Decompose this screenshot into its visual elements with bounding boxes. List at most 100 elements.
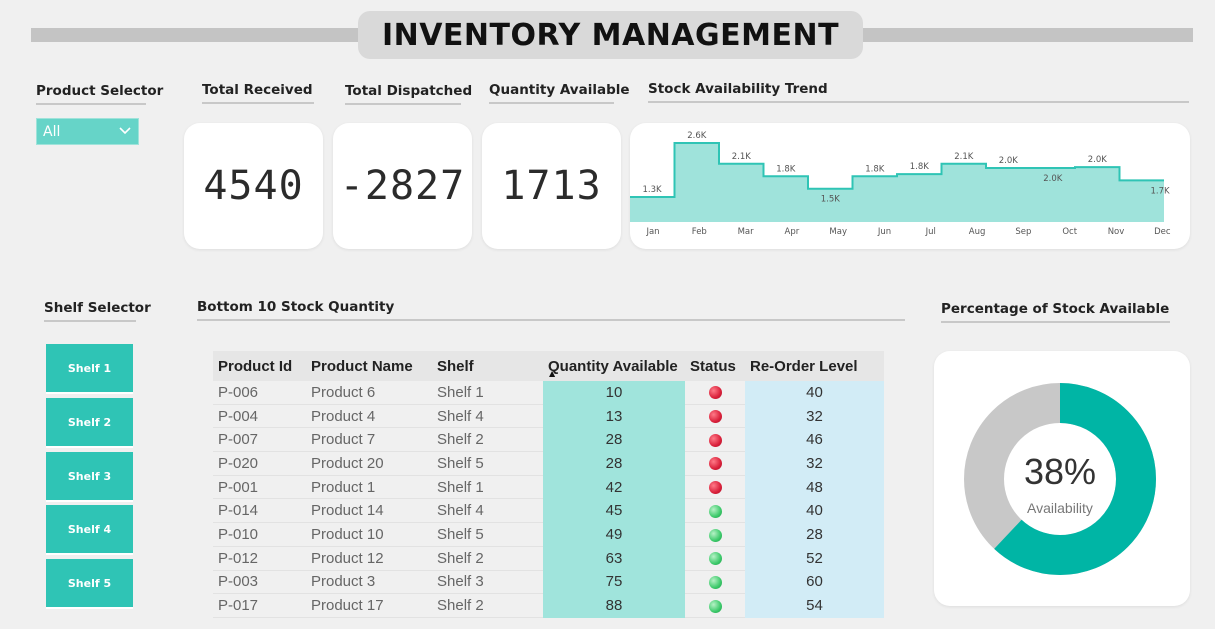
header-shelf[interactable]: Shelf xyxy=(432,351,543,381)
product-selector-dropdown[interactable]: All xyxy=(36,118,139,145)
trend-value-label: 1.5K xyxy=(821,195,841,205)
product-name-cell: Product 20 xyxy=(306,451,432,476)
product-name-cell: Product 10 xyxy=(306,522,432,547)
product-selector-label: Product Selector xyxy=(36,83,163,105)
table-row[interactable]: P-001 Product 1 Shelf 1 42 48 xyxy=(213,475,884,500)
stock-trend-svg: 1.3K 2.6K 2.1K 1.8K 1.5K 1.8K 1.8K 2.1K 2.0K 2.0K… xyxy=(630,131,1171,237)
status-red-icon xyxy=(708,410,722,424)
trend-month-label: Feb xyxy=(692,227,707,237)
total-received-card: 4540 xyxy=(184,123,323,249)
trend-value-label: 2.1K xyxy=(732,152,752,162)
header-product-name[interactable]: Product Name xyxy=(306,351,432,381)
title-bar-left-decoration xyxy=(31,28,358,42)
reorder-level-cell: 52 xyxy=(745,546,884,571)
reorder-level-cell: 46 xyxy=(745,427,884,453)
trend-value-label: 1.8K xyxy=(910,162,930,172)
trend-month-label: Apr xyxy=(785,227,800,237)
table-row[interactable]: P-003 Product 3 Shelf 3 75 60 xyxy=(213,570,884,595)
bottom-10-title: Bottom 10 Stock Quantity xyxy=(197,299,905,321)
shelf-cell: Shelf 2 xyxy=(432,546,543,571)
trend-value-label: 2.0K xyxy=(999,156,1019,166)
status-cell xyxy=(685,404,745,429)
shelf-4-button[interactable]: Shelf 4 xyxy=(46,505,133,555)
status-green-icon xyxy=(708,599,722,613)
availability-donut-chart: 38% Availability xyxy=(964,383,1156,575)
product-name-cell: Product 17 xyxy=(306,593,432,618)
donut-fill-segment xyxy=(964,383,1156,575)
shelf-1-button[interactable]: Shelf 1 xyxy=(46,344,133,394)
quantity-available-label: Quantity Available xyxy=(489,82,630,104)
header-reorder-level[interactable]: Re-Order Level xyxy=(745,351,884,381)
stock-trend-label: Stock Availability Trend xyxy=(648,81,1189,103)
product-selector-value: All xyxy=(43,123,61,140)
trend-value-label: 2.0K xyxy=(1088,155,1108,165)
trend-value-label: 1.8K xyxy=(776,164,796,174)
shelf-5-button[interactable]: Shelf 5 xyxy=(46,559,133,609)
product-name-cell: Product 4 xyxy=(306,404,432,429)
shelf-cell: Shelf 2 xyxy=(432,427,543,453)
status-green-icon xyxy=(708,528,722,542)
quantity-available-value: 1713 xyxy=(501,163,602,209)
bottom-10-table: Product Id Product Name Shelf Quantity A… xyxy=(213,351,884,618)
table-header-row: Product Id Product Name Shelf Quantity A… xyxy=(213,351,884,381)
total-dispatched-label: Total Dispatched xyxy=(345,83,472,105)
shelf-cell: Shelf 5 xyxy=(432,522,543,547)
shelf-2-button[interactable]: Shelf 2 xyxy=(46,398,133,448)
quantity-cell: 75 xyxy=(543,570,685,595)
header-status[interactable]: Status xyxy=(685,351,745,381)
table-row[interactable]: P-017 Product 17 Shelf 2 88 54 xyxy=(213,593,884,618)
product-id-cell: P-010 xyxy=(213,522,306,547)
table-row[interactable]: P-004 Product 4 Shelf 4 13 32 xyxy=(213,404,884,429)
status-cell xyxy=(685,546,745,571)
reorder-level-cell: 40 xyxy=(745,381,884,405)
availability-title: Percentage of Stock Available xyxy=(941,301,1170,323)
table-row[interactable]: P-012 Product 12 Shelf 2 63 52 xyxy=(213,546,884,571)
trend-month-label: Mar xyxy=(738,227,755,237)
shelf-cell: Shelf 4 xyxy=(432,404,543,429)
trend-value-label: 2.0K xyxy=(1043,174,1063,184)
shelf-3-button[interactable]: Shelf 3 xyxy=(46,452,133,502)
trend-line xyxy=(630,142,1164,199)
header-quantity-available[interactable]: Quantity Available xyxy=(543,351,685,381)
product-name-cell: Product 6 xyxy=(306,381,432,405)
product-id-cell: P-007 xyxy=(213,427,306,453)
status-green-icon xyxy=(708,504,722,518)
header-product-id[interactable]: Product Id xyxy=(213,351,306,381)
sort-ascending-icon: ▲ xyxy=(549,369,556,378)
trend-month-label: Jan xyxy=(645,227,659,237)
trend-value-label: 2.1K xyxy=(954,152,974,162)
shelf-cell: Shelf 4 xyxy=(432,498,543,524)
table-row[interactable]: P-010 Product 10 Shelf 5 49 28 xyxy=(213,522,884,547)
page-title: INVENTORY MANAGEMENT xyxy=(358,11,863,59)
trend-month-label: Jul xyxy=(925,227,936,237)
quantity-cell: 13 xyxy=(543,404,685,429)
table-row[interactable]: P-014 Product 14 Shelf 4 45 40 xyxy=(213,498,884,524)
status-cell xyxy=(685,451,745,476)
quantity-cell: 28 xyxy=(543,427,685,453)
trend-month-label: Oct xyxy=(1062,227,1077,237)
table-row[interactable]: P-020 Product 20 Shelf 5 28 32 xyxy=(213,451,884,476)
status-cell xyxy=(685,427,745,453)
trend-month-label: Dec xyxy=(1154,227,1171,237)
status-red-icon xyxy=(708,386,722,400)
status-green-icon xyxy=(708,575,722,589)
status-cell xyxy=(685,570,745,595)
status-green-icon xyxy=(708,552,722,566)
trend-area xyxy=(630,143,1164,222)
product-id-cell: P-001 xyxy=(213,475,306,500)
table-row[interactable]: P-006 Product 6 Shelf 1 10 40 xyxy=(213,381,884,405)
quantity-cell: 45 xyxy=(543,498,685,524)
availability-donut-card: 38% Availability xyxy=(934,351,1190,606)
status-red-icon xyxy=(708,433,722,447)
reorder-level-cell: 28 xyxy=(745,522,884,547)
shelf-cell: Shelf 5 xyxy=(432,451,543,476)
product-id-cell: P-004 xyxy=(213,404,306,429)
reorder-level-cell: 32 xyxy=(745,404,884,429)
table-row[interactable]: P-007 Product 7 Shelf 2 28 46 xyxy=(213,427,884,453)
shelf-selector-label: Shelf Selector xyxy=(44,300,151,322)
product-name-cell: Product 1 xyxy=(306,475,432,500)
reorder-level-cell: 40 xyxy=(745,498,884,524)
status-red-icon xyxy=(708,481,722,495)
trend-month-label: Aug xyxy=(969,227,986,237)
trend-month-label: Sep xyxy=(1015,227,1031,237)
